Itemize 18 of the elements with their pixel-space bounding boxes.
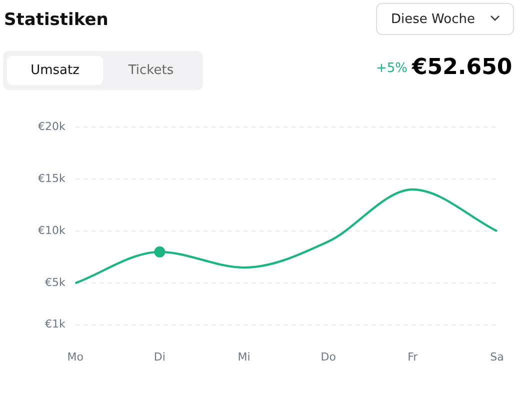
x-tick-label: Mo (67, 350, 84, 364)
text: +5% (376, 61, 408, 76)
x-tick-label: Mi (238, 350, 250, 364)
line-series (74, 188, 498, 284)
x-tick-label: Do (320, 350, 336, 364)
y-tick-label: €5k (44, 276, 66, 290)
y-tick-label: €1k (44, 318, 66, 331)
text: €52.650 (412, 55, 512, 80)
x-tick-label: Fr (408, 350, 418, 364)
text: Umsatz (7, 56, 103, 85)
text: Tickets (127, 62, 175, 80)
y-tick-label: €15k (38, 172, 66, 185)
text: Diese Woche (391, 12, 475, 26)
x-tick-label: Sa (490, 350, 504, 364)
x-tick-label: Di (154, 350, 166, 364)
y-tick-label: €10k (38, 224, 66, 237)
chart-title: Statistiken (4, 10, 108, 30)
y-tick-label: €20k (38, 120, 66, 133)
